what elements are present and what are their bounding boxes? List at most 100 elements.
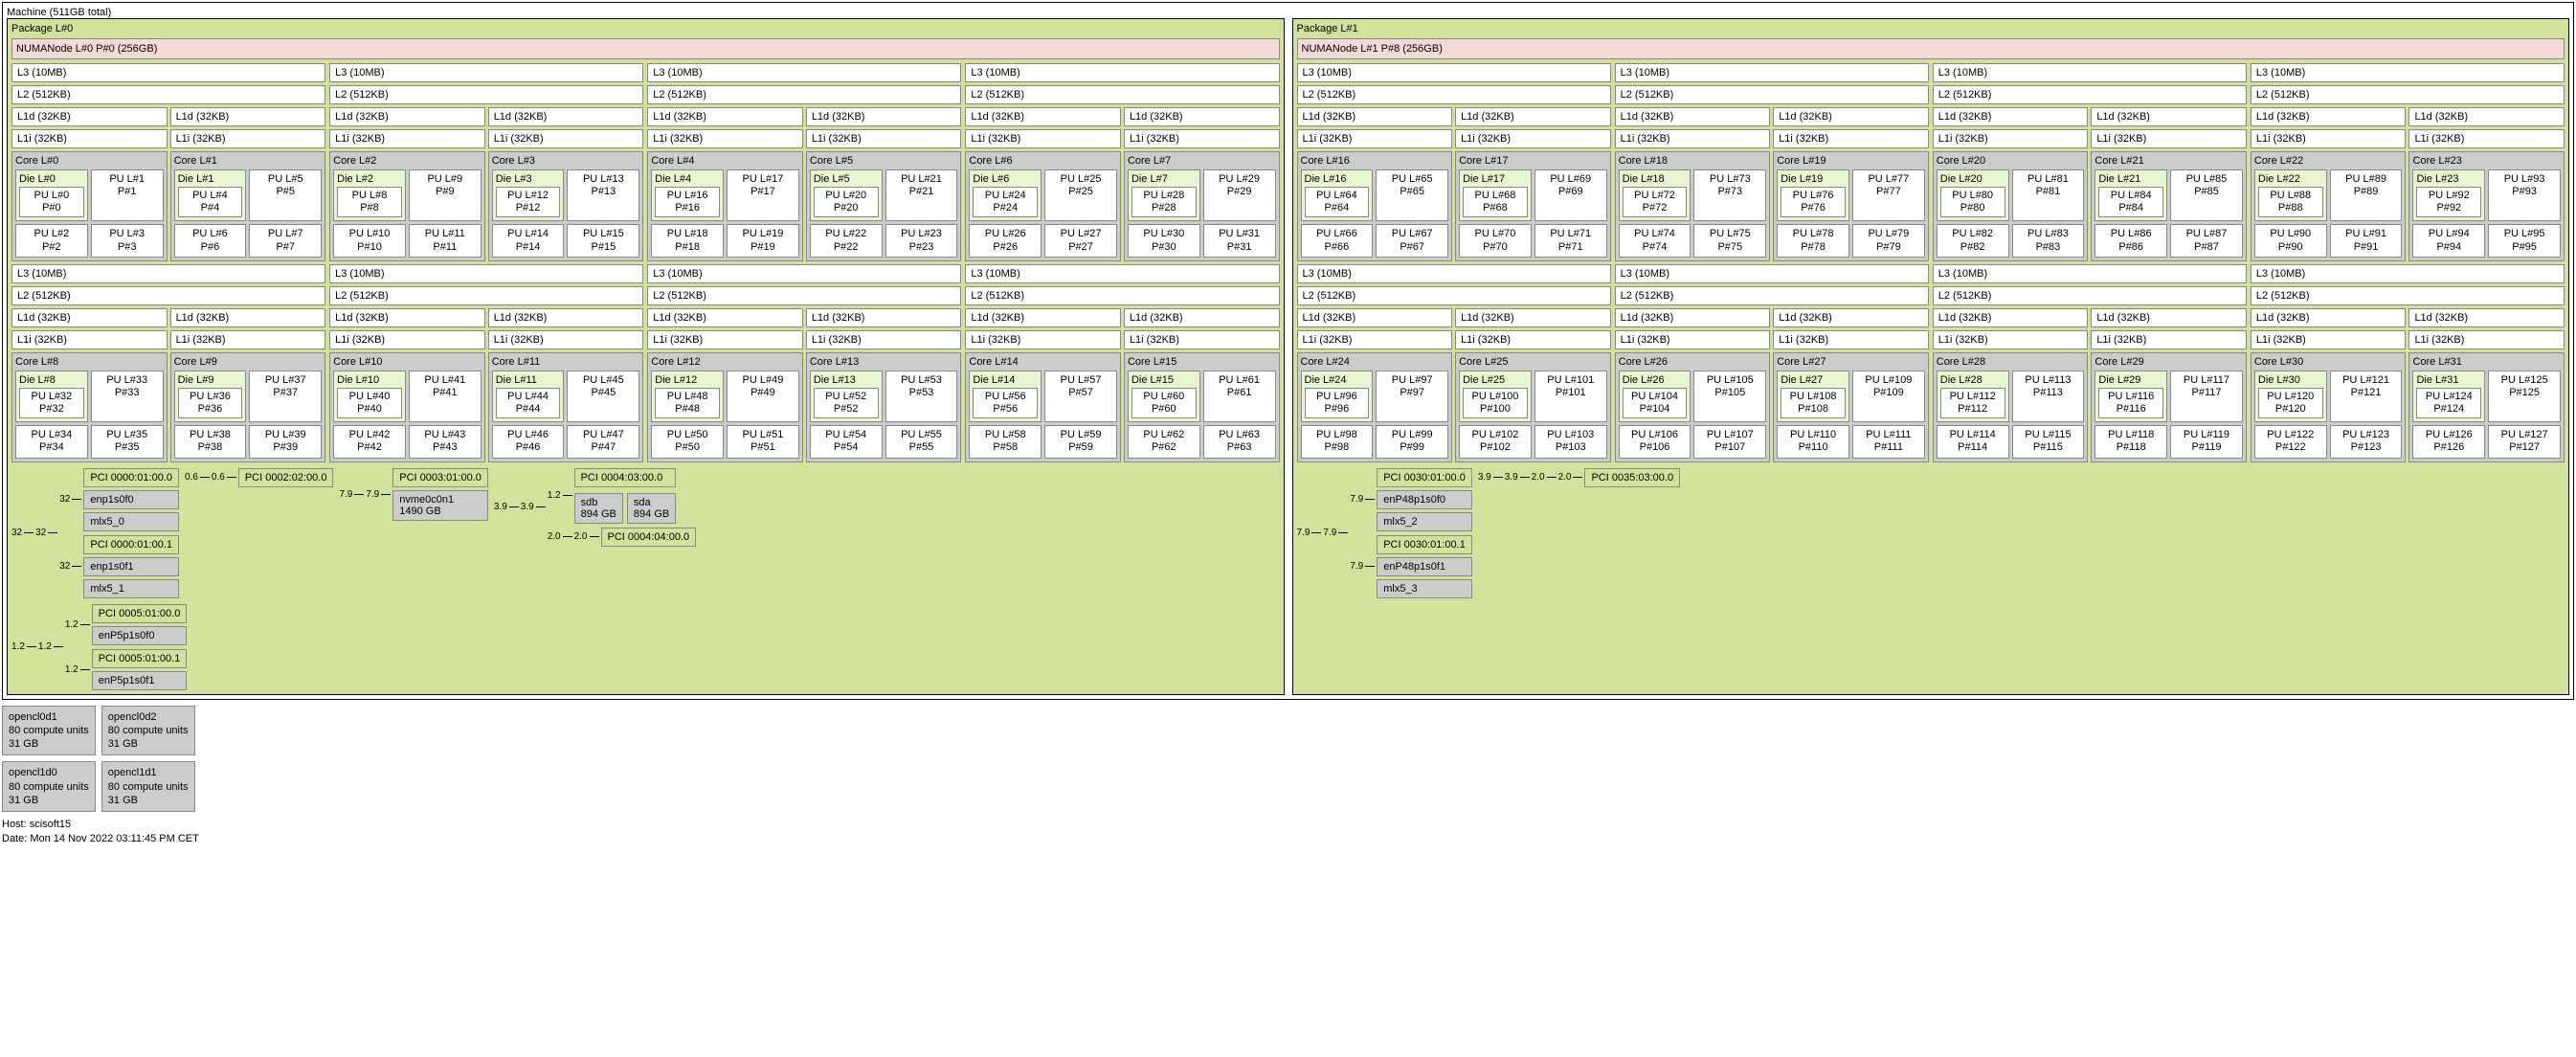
pci-link: 3.9 [521,502,534,512]
pci-link: 2.0 [1532,472,1545,483]
l2-cache: L2 (512KB) [329,85,643,104]
core: Core L#3Die L#3PU L#12P#12PU L#13P#13PU … [488,151,644,261]
pu: PU L#125P#125 [2488,371,2561,422]
net-device: enP5p1s0f0 [92,626,188,645]
core: Core L#24Die L#24PU L#96P#96PU L#97P#97P… [1297,352,1453,462]
net-device: mlx5_0 [83,512,179,531]
pci-area: 323232PCI 0000:01:00.0enp1s0f0mlx5_032PC… [11,468,1280,690]
l2-cache: L2 (512KB) [1297,286,1611,305]
pci-link: 3.9 [494,502,507,512]
die: Die L#30PU L#120P#120 [2254,371,2327,422]
l3-cache: L3 (10MB) [2251,264,2565,283]
core-label: Core L#7 [1128,155,1276,167]
die-label: Die L#17 [1463,173,1528,185]
die-label: Die L#10 [337,374,402,386]
pu: PU L#36P#36 [178,388,243,418]
die: Die L#27PU L#108P#108 [1777,371,1849,422]
pu: PU L#57P#57 [1044,371,1117,422]
l1i-cache: L1i (32KB) [1124,129,1280,148]
l3-cache: L3 (10MB) [1933,264,2247,283]
opencl-row2: opencl1d080 compute units31 GBopencl1d18… [2,761,2574,812]
core-label: Core L#5 [810,155,958,167]
storage-device: nvme0c0n11490 GB [392,490,488,521]
l3-cache: L3 (10MB) [647,63,961,82]
pu: PU L#105P#105 [1693,371,1766,422]
l1d-cache: L1d (32KB) [965,107,1121,126]
core-label: Core L#2 [333,155,482,167]
die: Die L#6PU L#24P#24 [969,169,1042,221]
l1i-cache: L1i (32KB) [1933,330,2089,349]
l3-group: L3 (10MB)L2 (512KB)L1d (32KB)L1i (32KB)C… [965,63,1279,261]
core-label: Core L#6 [969,155,1117,167]
die-label: Die L#5 [814,173,879,185]
pu: PU L#86P#86 [2094,224,2167,257]
pu: PU L#94P#94 [2412,224,2485,257]
pu: PU L#13P#13 [567,169,639,221]
die-label: Die L#15 [1131,374,1197,386]
core-label: Core L#24 [1301,356,1449,368]
pu: PU L#44P#44 [496,388,561,418]
numanode: NUMANode L#1 P#8 (256GB) [1297,38,2565,59]
pci-device: PCI 0000:01:00.0 [83,468,179,487]
pu: PU L#117P#117 [2170,371,2243,422]
pu: PU L#24P#24 [973,187,1038,217]
l3-cache: L3 (10MB) [1615,264,1929,283]
pu: PU L#66P#66 [1301,224,1374,257]
opencl-device: opencl1d180 compute units31 GB [101,761,195,812]
pu: PU L#77P#77 [1852,169,1925,221]
die-label: Die L#3 [496,173,561,185]
pci-group: 3.93.92.02.0PCI 0035:03:00.0 [1478,468,1680,487]
pu: PU L#15P#15 [567,224,639,257]
pu: PU L#73P#73 [1693,169,1766,221]
net-device: mlx5_3 [1377,579,1472,598]
core-label: Core L#26 [1619,356,1767,368]
l3-cache: L3 (10MB) [1297,63,1611,82]
core: Core L#8Die L#8PU L#32P#32PU L#33P#33PU … [11,352,168,462]
die-label: Die L#28 [1940,374,2005,386]
l3-group: L3 (10MB)L2 (512KB)L1d (32KB)L1i (32KB)C… [2251,264,2565,462]
l3-group: L3 (10MB)L2 (512KB)L1d (32KB)L1i (32KB)C… [11,63,325,261]
l1d-cache: L1d (32KB) [2408,107,2565,126]
pci-device: PCI 0005:01:00.0 [92,604,188,623]
pu: PU L#1P#1 [91,169,164,221]
pu: PU L#126P#126 [2412,425,2485,458]
l1i-cache: L1i (32KB) [2091,129,2247,148]
die-label: Die L#4 [655,173,720,185]
l1d-cache: L1d (32KB) [1933,107,2089,126]
l1i-cache: L1i (32KB) [647,330,803,349]
l3-group: L3 (10MB)L2 (512KB)L1d (32KB)L1i (32KB)C… [1933,63,2247,261]
l1d-cache: L1d (32KB) [1124,107,1280,126]
core: Core L#2Die L#2PU L#8P#8PU L#9P#9PU L#10… [329,151,485,261]
net-device: enP48p1s0f0 [1377,490,1472,509]
pu: PU L#127P#127 [2488,425,2561,458]
die: Die L#18PU L#72P#72 [1619,169,1691,221]
die: Die L#20PU L#80P#80 [1937,169,2009,221]
l1i-cache: L1i (32KB) [1297,129,1453,148]
core: Core L#16Die L#16PU L#64P#64PU L#65P#65P… [1297,151,1453,261]
pci-link: 1.2 [65,664,78,675]
pu: PU L#5P#5 [249,169,322,221]
pci-area: 7.97.97.9PCI 0030:01:00.0enP48p1s0f0mlx5… [1297,468,2565,598]
pu: PU L#96P#96 [1305,388,1370,418]
pu: PU L#65P#65 [1376,169,1448,221]
core: Core L#15Die L#15PU L#60P#60PU L#61P#61P… [1124,352,1280,462]
core: Core L#28Die L#28PU L#112P#112PU L#113P#… [1933,352,2089,462]
core: Core L#12Die L#12PU L#48P#48PU L#49P#49P… [647,352,803,462]
l1d-cache: L1d (32KB) [11,308,168,327]
pu: PU L#112P#112 [1940,388,2005,418]
pci-link: 2.0 [1558,472,1572,483]
pu: PU L#69P#69 [1534,169,1607,221]
core-label: Core L#8 [15,356,164,368]
die: Die L#14PU L#56P#56 [969,371,1042,422]
die: Die L#31PU L#124P#124 [2412,371,2485,422]
l1i-cache: L1i (32KB) [11,129,168,148]
l3-group: L3 (10MB)L2 (512KB)L1d (32KB)L1i (32KB)C… [965,264,1279,462]
l2-cache: L2 (512KB) [2251,286,2565,305]
pu: PU L#35P#35 [91,425,164,458]
pu: PU L#106P#106 [1619,425,1691,458]
core-label: Core L#17 [1459,155,1607,167]
l1d-cache: L1d (32KB) [1773,308,1929,327]
core-label: Core L#9 [174,356,323,368]
l1i-cache: L1i (32KB) [488,330,644,349]
pu: PU L#59P#59 [1044,425,1117,458]
